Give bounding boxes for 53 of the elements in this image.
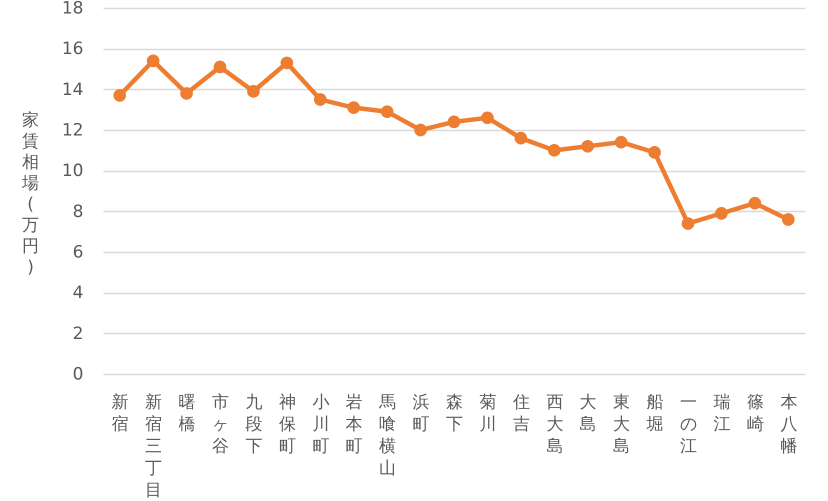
point — [448, 116, 460, 128]
x-tick-label: 馬喰横山 — [378, 392, 396, 478]
point — [380, 105, 394, 118]
point — [414, 124, 427, 136]
point — [280, 56, 294, 70]
x-tick-label: 九段下 — [245, 392, 262, 456]
point — [648, 146, 661, 159]
x-tick-label: 東大島 — [613, 392, 630, 456]
x-tick-label: 神保町 — [278, 392, 296, 456]
x-tick-label: 住吉 — [512, 392, 530, 434]
y-tick-label: 12 — [62, 120, 84, 140]
y-tick-label: 2 — [72, 324, 84, 344]
point — [247, 85, 260, 98]
y-tick-label: 10 — [62, 161, 84, 182]
y-tick-label: 8 — [72, 202, 84, 222]
x-tick-label: 新宿三丁目 — [145, 392, 162, 500]
point — [748, 196, 762, 210]
point — [214, 60, 226, 74]
x-tick-label: 篠崎 — [746, 392, 764, 434]
x-tick-label: 小川町 — [312, 392, 330, 456]
x-tick-label: 本八幡 — [780, 392, 798, 456]
y-tick-label: 0 — [72, 364, 84, 384]
y-axis-title: 家賃相場(万円) — [21, 110, 39, 278]
x-tick-label: 瑞江 — [713, 392, 730, 434]
x-tick-label: 船堀 — [646, 392, 664, 434]
point — [581, 140, 594, 153]
y-tick-label: 4 — [72, 283, 84, 304]
point — [715, 207, 728, 220]
point — [180, 87, 193, 100]
x-tick-label: 一の江 — [680, 392, 697, 456]
x-tick-label: 大島 — [580, 392, 597, 434]
x-tick-label: 浜町 — [412, 392, 430, 434]
point — [614, 136, 628, 149]
y-tick-label: 16 — [62, 39, 84, 60]
x-tick-label: 新宿 — [112, 392, 129, 434]
y-tick-label: 6 — [72, 242, 84, 262]
point — [113, 89, 126, 102]
point — [514, 132, 528, 144]
point — [481, 111, 494, 124]
point — [682, 217, 694, 230]
x-tick-label: 岩本町 — [346, 392, 363, 456]
point — [347, 101, 360, 114]
y-tick-label: 14 — [62, 80, 84, 100]
point — [314, 93, 327, 106]
x-tick-label: 菊川 — [479, 392, 496, 434]
x-tick-label: 森下 — [446, 392, 463, 434]
x-tick-label: 西大島 — [546, 392, 564, 456]
point — [782, 213, 795, 226]
x-tick-label: 市ヶ谷 — [212, 392, 229, 456]
point — [146, 54, 160, 68]
x-tick-label: 曙橋 — [178, 392, 196, 434]
y-tick-label: 18 — [62, 0, 84, 18]
point — [548, 144, 561, 157]
